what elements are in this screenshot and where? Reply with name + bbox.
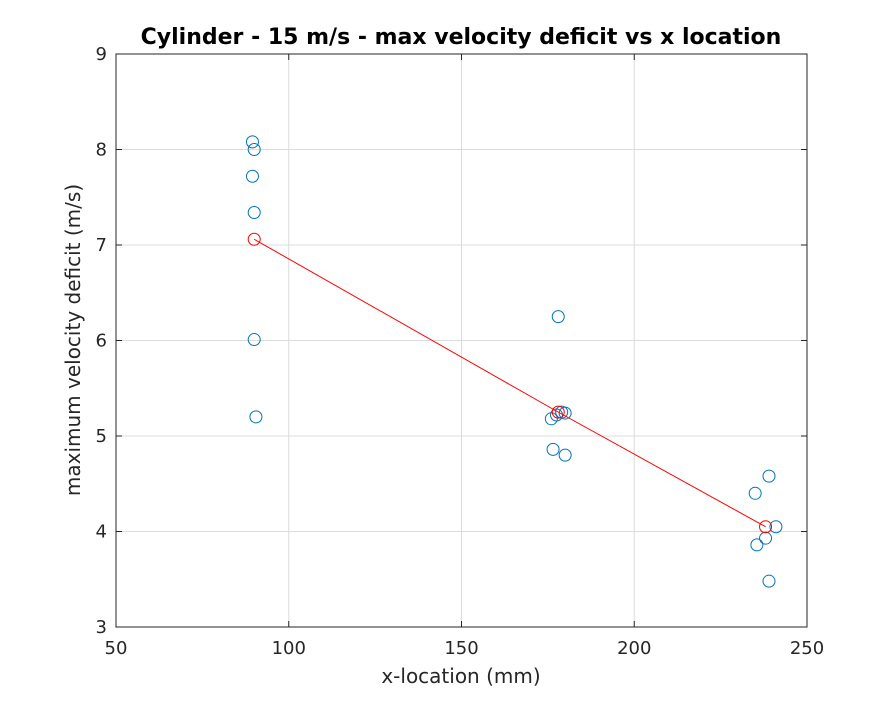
plot-area: 50 100 150 200 250 3 4 5 6 7 8 9 [96, 44, 825, 659]
x-tick-label-3: 200 [617, 638, 651, 659]
series-1-point-0 [247, 232, 261, 246]
y-tick-label-6: 9 [96, 44, 107, 65]
series-0-point-16 [759, 531, 773, 545]
series-1-line [253, 238, 766, 528]
series-0-point-13 [762, 469, 776, 483]
series-0-point-2 [245, 169, 259, 183]
series-0-point-17 [750, 538, 764, 552]
x-axis-label: x-location (mm) [381, 664, 540, 688]
x-tick-label-2: 150 [444, 638, 478, 659]
series-layer [245, 135, 783, 588]
x-tick-label-0: 50 [105, 638, 128, 659]
y-tick-label-5: 8 [96, 140, 107, 161]
x-tick-label-1: 100 [272, 638, 306, 659]
y-tick-label-2: 5 [96, 426, 107, 447]
series-0-point-0 [245, 135, 259, 149]
series-0-point-14 [748, 486, 762, 500]
series-0-point-1 [247, 143, 261, 156]
series-0-point-18 [762, 574, 776, 588]
series-0-point-12 [558, 448, 572, 462]
series-0-point-11 [546, 442, 560, 456]
y-tick-label-3: 6 [96, 331, 107, 352]
series-0-point-3 [247, 206, 261, 220]
series-1 [247, 232, 773, 534]
series-0-point-4 [247, 333, 261, 347]
series-1-point-1 [551, 405, 565, 419]
y-tick-label-1: 4 [96, 522, 107, 543]
chart-title: Cylinder - 15 m/s - max velocity deficit… [141, 25, 782, 50]
y-axis-label: maximum velocity deficit (m/s) [61, 184, 85, 496]
series-0 [245, 135, 783, 588]
y-tick-label-0: 3 [96, 617, 107, 638]
series-0-point-6 [551, 310, 565, 324]
y-tick-label-4: 7 [96, 235, 107, 256]
series-0-point-15 [769, 520, 783, 534]
series-0-point-5 [249, 410, 263, 424]
x-tick-label-4: 250 [790, 638, 824, 659]
x-axis-ticks: 50 100 150 200 250 [105, 54, 824, 659]
series-1-point-2 [759, 520, 773, 534]
y-axis-ticks: 3 4 5 6 7 8 9 [96, 44, 807, 638]
